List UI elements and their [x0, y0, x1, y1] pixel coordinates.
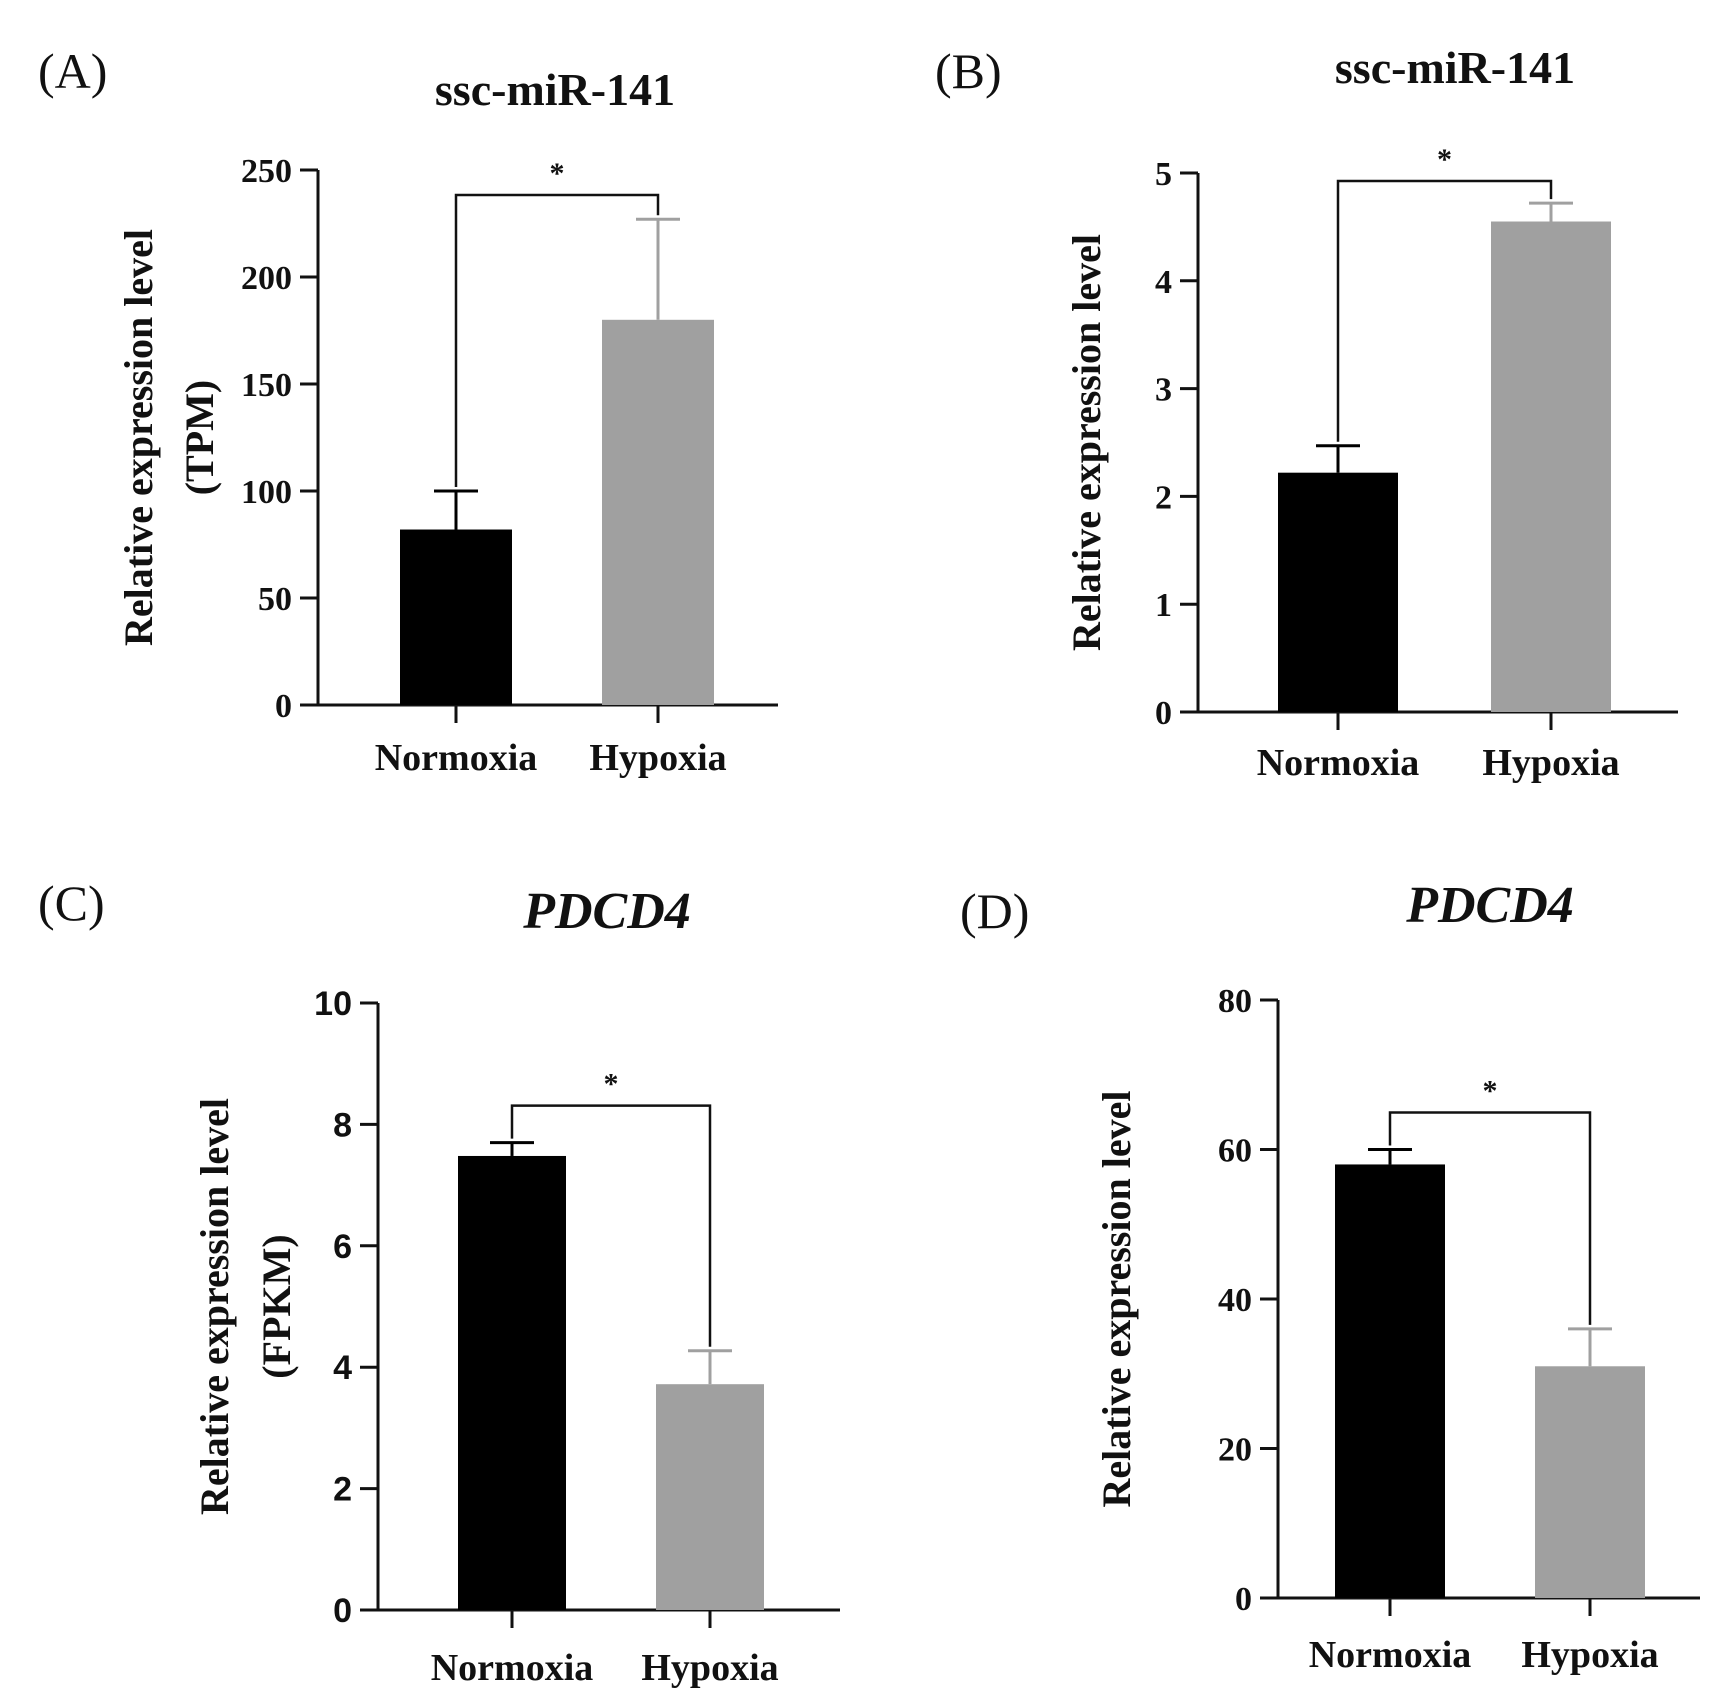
x-category-label: Hypoxia: [1521, 1634, 1658, 1676]
y-axis-label: Relative expression level: [116, 229, 161, 646]
bar-hypoxia: [602, 319, 714, 705]
x-category-label: Hypoxia: [589, 737, 726, 779]
significance-bracket: [454, 193, 660, 487]
y-tick-label: 1: [1155, 587, 1172, 624]
y-tick-label: 60: [1218, 1133, 1252, 1170]
bar-hypoxia: [1535, 1366, 1645, 1598]
panel-label: (D): [960, 883, 1029, 939]
panel-label: (B): [935, 43, 1002, 99]
significance-marker: *: [1437, 143, 1452, 176]
y-tick-label: 4: [1155, 264, 1172, 301]
x-category-label: Hypoxia: [1482, 742, 1619, 784]
bar-normoxia: [1335, 1164, 1445, 1598]
chart-title: ssc-miR-141: [435, 64, 675, 115]
y-tick-label: 50: [258, 581, 292, 618]
y-axis-unit-label: (FPKM): [254, 1234, 299, 1378]
y-tick-label: 100: [241, 474, 292, 511]
y-tick-label: 200: [241, 260, 292, 297]
y-tick-label: 0: [275, 688, 292, 725]
y-tick-label: 20: [1218, 1432, 1252, 1469]
y-tick-label: 0: [333, 1592, 352, 1630]
y-axis-label: Relative expression level: [1064, 234, 1109, 651]
bar-hypoxia: [656, 1384, 764, 1610]
significance-marker: *: [1483, 1075, 1498, 1108]
y-tick-label: 0: [1155, 695, 1172, 732]
bar-normoxia: [1278, 472, 1398, 712]
x-category-label: Normoxia: [1257, 742, 1420, 784]
y-tick-label: 80: [1218, 983, 1252, 1020]
y-tick-label: 5: [1155, 156, 1172, 193]
y-tick-label: 250: [241, 153, 292, 190]
y-tick-label: 2: [1155, 479, 1172, 516]
y-tick-label: 2: [333, 1471, 352, 1509]
bar-normoxia: [458, 1155, 566, 1610]
chart-title: ssc-miR-141: [1335, 42, 1575, 93]
x-category-label: Normoxia: [1309, 1634, 1472, 1676]
y-tick-label: 10: [314, 985, 352, 1023]
y-tick-label: 3: [1155, 372, 1172, 409]
x-category-label: Hypoxia: [641, 1647, 778, 1689]
chart-title: PDCD4: [1405, 877, 1574, 934]
chart-title: PDCD4: [522, 883, 691, 940]
bar-hypoxia: [1491, 221, 1611, 712]
y-axis-label: Relative expression level: [1094, 1091, 1139, 1508]
y-tick-label: 40: [1218, 1282, 1252, 1319]
significance-bracket: [1388, 1111, 1592, 1325]
y-tick-label: 150: [241, 367, 292, 404]
significance-marker: *: [604, 1068, 619, 1101]
y-tick-label: 4: [333, 1349, 352, 1387]
y-axis-label: Relative expression level: [192, 1098, 237, 1515]
bar-normoxia: [400, 529, 512, 705]
panel-label: (A): [38, 43, 107, 99]
x-category-label: Normoxia: [431, 1647, 594, 1689]
x-category-label: Normoxia: [375, 737, 538, 779]
significance-bracket: [510, 1104, 712, 1347]
significance-marker: *: [550, 157, 565, 190]
y-tick-label: 6: [333, 1228, 352, 1266]
y-axis-unit-label: (TPM): [177, 380, 222, 496]
y-tick-label: 8: [333, 1106, 352, 1144]
significance-bracket: [1336, 179, 1553, 442]
panel-label: (C): [38, 875, 105, 931]
y-tick-label: 0: [1235, 1581, 1252, 1618]
